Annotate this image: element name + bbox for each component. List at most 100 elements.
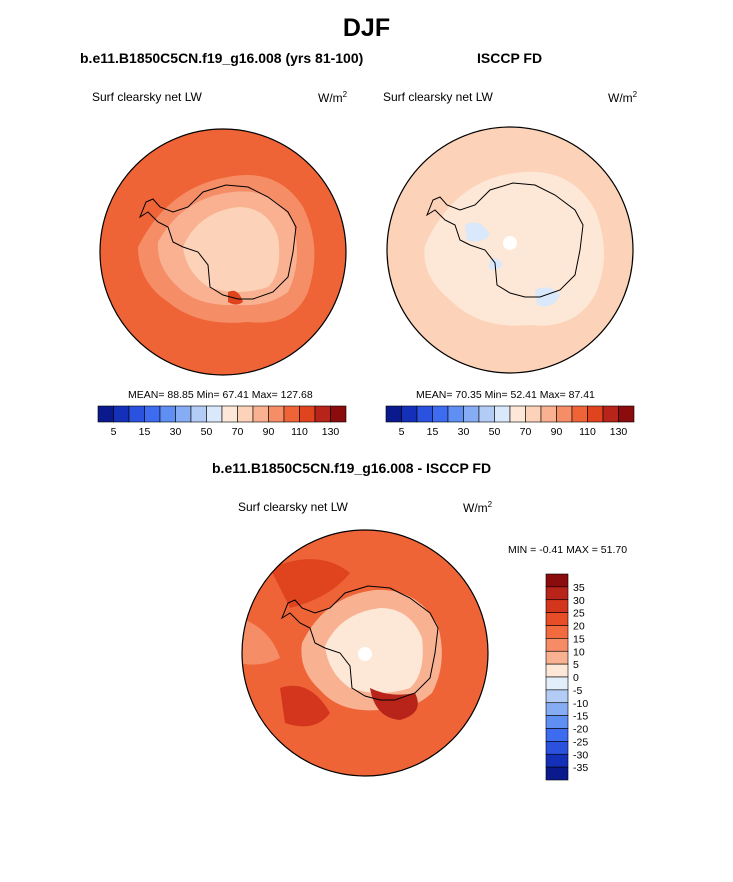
panel3-map: [241, 529, 489, 777]
panel3-units: W/m2: [463, 500, 493, 515]
panel3-colorbar-swatch: [545, 586, 569, 601]
panel2-colorbar-tick-label: 30: [458, 426, 470, 438]
panel2-units: W/m2: [608, 90, 638, 105]
panel3-warm-patch-1: [270, 559, 350, 608]
panel1-hotspot: [228, 290, 243, 305]
panel3-interior-field: [325, 608, 423, 693]
panel3-colorbar-tick-label: 30: [573, 595, 585, 607]
panel3-colorbar-tick-label: 15: [573, 633, 585, 645]
panel1-colorbar-tick-label: 90: [263, 426, 275, 438]
panel2-colorbar-swatch: [385, 405, 402, 423]
panel1-colorbar-swatch: [113, 405, 130, 423]
panel2-colorbar-swatch: [416, 405, 433, 423]
panel3-colorbar-swatch: [545, 753, 569, 768]
panel3-colorbar-swatch: [545, 702, 569, 716]
panel2-colorbar-swatch: [432, 405, 449, 423]
panel1-colorbar-swatch: [144, 405, 161, 423]
panel1-stats: MEAN= 88.85 Min= 67.41 Max= 127.68: [128, 389, 313, 401]
panel1-colorbar-swatch: [159, 405, 176, 423]
panel3-colorbar-swatch: [545, 573, 569, 588]
panel3-colorbar-tick-label: 5: [573, 659, 579, 671]
panel3-colorbar-swatch: [545, 650, 569, 665]
panel2-colorbar: 5 15 30 50 70 90 110 130: [385, 405, 635, 438]
panel3-colorbar-tick-label: 10: [573, 646, 585, 658]
panel1-colorbar-swatch: [221, 405, 238, 423]
panel3-colorbar-swatch: [545, 638, 569, 652]
panel2-map: [386, 126, 634, 374]
panel3-colorbar-tick-label: 0: [573, 672, 579, 684]
panel1-units: W/m2: [318, 90, 348, 105]
panel2-colorbar-swatch: [509, 405, 526, 423]
panel1-title: b.e11.B1850C5CN.f19_g16.008 (yrs 81-100): [80, 50, 364, 66]
panel2-colorbar-tick-label: 90: [551, 426, 563, 438]
panel2-colorbar-tick-label: 110: [579, 426, 596, 438]
panel1-colorbar-tick-label: 110: [291, 426, 308, 438]
panel3-colorbar-swatch: [545, 689, 569, 704]
panel1-colorbar: 5 15 30 50 70 90 110 130: [97, 405, 347, 438]
panel3-colorbar-swatch: [545, 741, 569, 755]
panel2-colorbar-tick-label: 15: [427, 426, 439, 438]
panel2-colorbar-tick-label: 70: [520, 426, 532, 438]
panel3-colorbar-tick-label: 20: [573, 621, 585, 633]
panel2-colorbar-swatch: [602, 405, 619, 423]
panel1-colorbar-tick-label: 70: [232, 426, 244, 438]
panel2-colorbar-swatch: [494, 405, 511, 423]
panel2-colorbar-swatch: [401, 405, 418, 423]
panel2-interior-field: [424, 171, 604, 326]
panel3-colorbar-tick-label: -20: [573, 724, 588, 736]
panel2-colorbar-swatch: [540, 405, 557, 423]
panel3-warm-patch-2: [280, 685, 330, 727]
panel3-colorbar-tick-label: -25: [573, 736, 588, 748]
panel3-stats: MIN = -0.41 MAX = 51.70: [508, 544, 628, 556]
panel2-colorbar-swatch: [571, 405, 588, 423]
panel3-map-border: [241, 529, 489, 777]
panel2-colorbar-tick-label: 5: [399, 426, 405, 438]
panel1-plateau-field: [183, 207, 280, 292]
panel3-cool-patch: [242, 618, 280, 665]
panel2-colorbar-swatch: [618, 405, 635, 423]
panel3-colorbar-swatch: [545, 728, 569, 742]
panel1-colorbar-swatch: [206, 405, 223, 423]
panel1-colorbar-swatch: [237, 405, 254, 423]
panel3-coastline: [280, 585, 439, 701]
panel1-colorbar-swatch: [314, 405, 331, 423]
panel3-colorbar-tick-label: 35: [573, 582, 585, 594]
panel3-colorbar-swatch: [545, 612, 569, 626]
panel1-colorbar-tick-label: 5: [111, 426, 117, 438]
panel2-colorbar-swatch: [556, 405, 573, 423]
panel2-colorbar-swatch: [587, 405, 604, 423]
panel2-variable: Surf clearsky net LW: [383, 90, 493, 104]
panel1-colorbar-swatch: [299, 405, 316, 423]
panel2-low-patch-1: [465, 222, 490, 242]
panel2-map-border: [386, 126, 634, 374]
panel2-coastline: [425, 182, 584, 298]
panel2-low-patch-3: [489, 258, 503, 270]
panel1-map: [99, 128, 347, 376]
panel2-colorbar-tick-label: 50: [489, 426, 501, 438]
panel3-colorbar-tick-label: -30: [573, 749, 588, 761]
panel3-colorbar-swatch: [545, 599, 569, 613]
panel2-stats: MEAN= 70.35 Min= 52.41 Max= 87.41: [416, 389, 595, 401]
panel1-colorbar-swatch: [283, 405, 300, 423]
panel2-pole-gap: [503, 236, 517, 250]
figure-title: DJF: [342, 14, 391, 42]
panel3-colorbar-tick-label: 25: [573, 608, 585, 620]
panel3-colorbar-swatch: [545, 766, 569, 781]
panel1-colorbar-swatch: [330, 405, 347, 423]
panel1-colorbar-swatch: [128, 405, 145, 423]
panel1-colorbar-tick-label: 30: [170, 426, 182, 438]
panel1-colorbar-swatch: [190, 405, 207, 423]
panel3-variable: Surf clearsky net LW: [238, 500, 348, 514]
panel3-pole-gap: [358, 647, 372, 661]
panel3-colorbar-tick-label: -35: [573, 762, 588, 774]
panel1-colorbar-swatch: [268, 405, 285, 423]
panel3-colorbar-swatch: [545, 663, 569, 678]
panel3-colorbar-swatch: [545, 625, 569, 639]
panel2-colorbar-swatch: [478, 405, 495, 423]
panel1-colorbar-swatch: [97, 405, 114, 423]
panel3-colorbar-tick-label: -5: [573, 685, 582, 697]
panel3-title: b.e11.B1850C5CN.f19_g16.008 - ISCCP FD: [212, 460, 492, 476]
panel1-colorbar-swatch: [252, 405, 269, 423]
panel1-colorbar-swatch: [175, 405, 192, 423]
